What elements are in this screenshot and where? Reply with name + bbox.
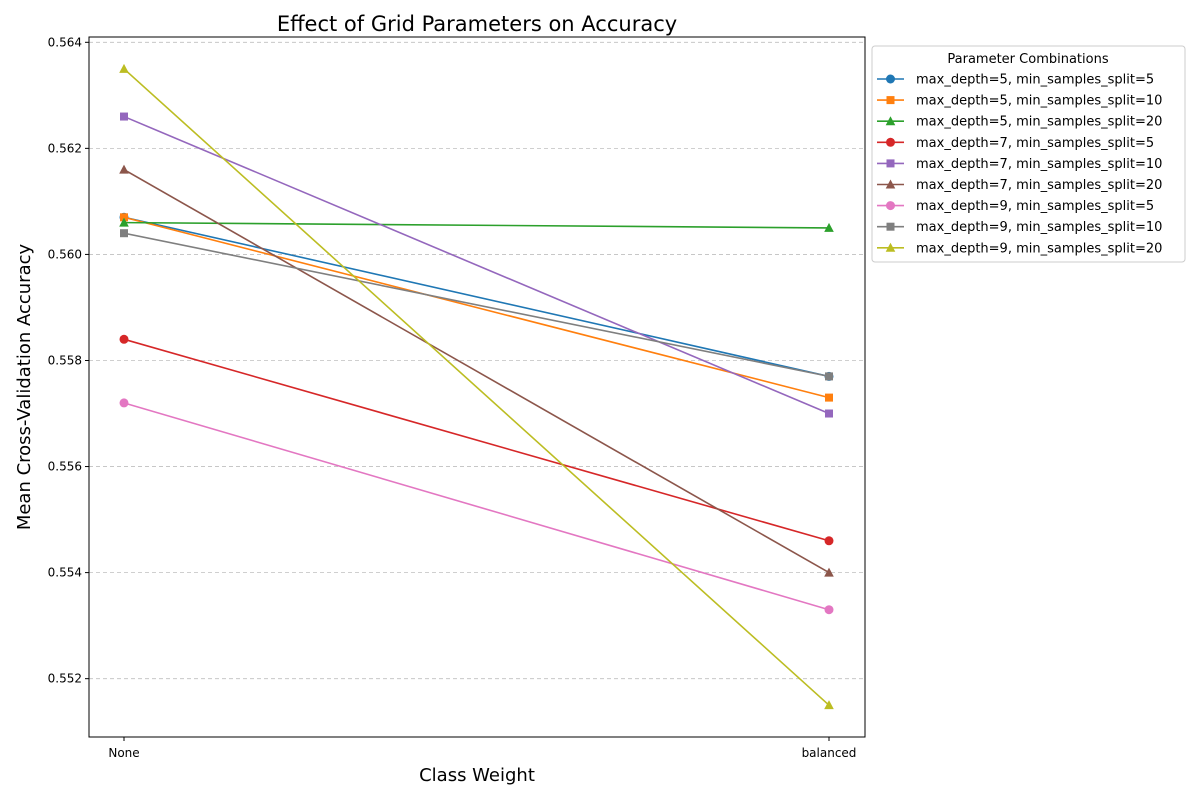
legend-item: max_depth=9, min_samples_split=20 [877, 241, 1162, 256]
data-point [824, 605, 834, 615]
series [120, 213, 833, 402]
legend-item: max_depth=9, min_samples_split=10 [877, 220, 1162, 235]
data-point [119, 164, 129, 174]
x-tick-label: balanced [802, 746, 857, 760]
series-line [123, 221, 830, 229]
series-line [123, 216, 830, 378]
series-line [123, 402, 830, 611]
y-tick-label: 0.562 [48, 141, 82, 155]
legend-item: max_depth=7, min_samples_split=10 [877, 157, 1162, 172]
series-line [123, 168, 830, 574]
legend-label: max_depth=7, min_samples_split=5 [916, 136, 1154, 151]
legend-item: max_depth=9, min_samples_split=5 [877, 199, 1154, 214]
legend-label: max_depth=5, min_samples_split=20 [916, 115, 1162, 130]
legend-swatch-marker [886, 222, 895, 231]
series [120, 112, 833, 418]
series [119, 63, 834, 710]
data-point [119, 334, 129, 344]
legend-label: max_depth=5, min_samples_split=5 [916, 73, 1154, 88]
data-point [825, 393, 833, 402]
y-tick-label: 0.554 [48, 566, 82, 580]
legend-swatch-marker [885, 242, 896, 252]
data-point [119, 398, 129, 408]
data-point [825, 372, 833, 381]
y-tick-label: 0.556 [48, 460, 82, 474]
legend-item: max_depth=5, min_samples_split=5 [877, 73, 1154, 88]
legend-swatch-marker [885, 116, 896, 126]
legend-label: max_depth=9, min_samples_split=10 [916, 220, 1162, 235]
x-axis: None balanced [108, 737, 856, 760]
legend-swatch-marker [886, 137, 895, 147]
legend-swatch-marker [886, 74, 895, 84]
series [119, 334, 834, 546]
legend: Parameter Combinations max_depth=5, min_… [871, 45, 1186, 263]
data-point [825, 409, 833, 418]
y-tick-label: 0.560 [48, 247, 82, 261]
plot-frame [88, 36, 866, 738]
y-tick-label: 0.552 [48, 672, 82, 686]
data-point [119, 63, 129, 73]
legend-item: max_depth=7, min_samples_split=20 [877, 178, 1162, 193]
legend-title: Parameter Combinations [947, 52, 1108, 67]
data-point [824, 536, 834, 546]
series [119, 217, 834, 232]
y-tick-label: 0.564 [48, 35, 82, 49]
series-line [123, 68, 830, 706]
series [119, 164, 834, 577]
grid-lines [89, 41, 865, 680]
legend-swatch-marker [886, 159, 895, 168]
legend-frame [871, 45, 1186, 263]
legend-swatch-marker [885, 179, 896, 189]
chart-title: Effect of Grid Parameters on Accuracy [277, 12, 677, 36]
series-line [123, 115, 830, 415]
legend-item: max_depth=5, min_samples_split=10 [877, 94, 1162, 109]
series-line [123, 232, 830, 378]
legend-swatch-marker [886, 96, 895, 105]
series [120, 229, 833, 381]
data-point [824, 700, 834, 710]
data-point [119, 217, 129, 227]
legend-item: max_depth=5, min_samples_split=20 [877, 115, 1162, 130]
legend-swatch-marker [886, 201, 895, 211]
series-line [123, 216, 830, 399]
y-tick-label: 0.558 [48, 353, 82, 367]
y-axis-label: Mean Cross-Validation Accuracy [14, 243, 35, 530]
y-axis: 0.552 0.554 0.556 0.558 0.560 0.562 0.564 [48, 35, 89, 686]
x-axis-label: Class Weight [419, 765, 535, 786]
legend-label: max_depth=7, min_samples_split=10 [916, 157, 1162, 172]
data-point [120, 229, 128, 238]
x-tick-label: None [108, 746, 139, 760]
legend-label: max_depth=7, min_samples_split=20 [916, 178, 1162, 193]
data-point [824, 222, 834, 232]
series [119, 398, 834, 615]
series-layer [119, 63, 834, 710]
legend-label: max_depth=9, min_samples_split=5 [916, 199, 1154, 214]
data-point [120, 112, 128, 121]
series-line [123, 338, 830, 542]
data-point [824, 567, 834, 577]
legend-label: max_depth=5, min_samples_split=10 [916, 94, 1162, 109]
data-point [120, 213, 128, 222]
legend-label: max_depth=9, min_samples_split=20 [916, 241, 1162, 256]
legend-item: max_depth=7, min_samples_split=5 [877, 136, 1154, 151]
